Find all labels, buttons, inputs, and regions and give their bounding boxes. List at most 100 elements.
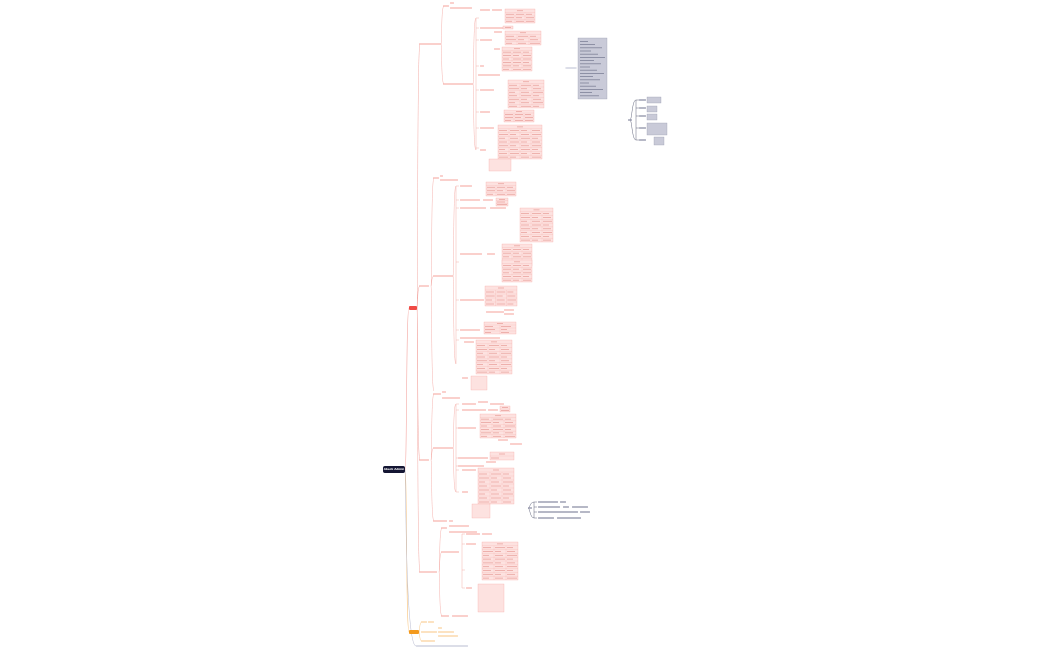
- table-cell-text: [532, 149, 538, 150]
- table-cell-text: [510, 149, 518, 150]
- table-cell-text: [523, 249, 529, 250]
- table-cell-text: [485, 332, 491, 333]
- table-cell-text: [503, 68, 509, 70]
- table-cell-text: [509, 98, 519, 100]
- table-cell-text: [503, 265, 511, 266]
- node-label-bar: [460, 337, 500, 339]
- table-cell-text: [513, 65, 519, 67]
- table-cell-text: [505, 429, 511, 430]
- table-cell-text: [483, 562, 493, 564]
- table-cell-text: [497, 201, 505, 203]
- table-cell-text: [533, 95, 539, 97]
- node-label-bar: [486, 461, 496, 463]
- table-cell-text: [477, 367, 485, 369]
- node-label-bar: [460, 329, 480, 331]
- table-cell-text: [491, 493, 499, 495]
- node-label-bar: [443, 5, 449, 7]
- table-cell-text: [501, 329, 507, 330]
- table-cell-text: [477, 356, 485, 358]
- node-label-bar: [433, 177, 439, 179]
- node-label-bar: [487, 253, 495, 255]
- table-cell-text: [533, 88, 541, 90]
- level1-label-4: [419, 571, 437, 573]
- table-cell-text: [513, 62, 521, 63]
- node-label-bar: [460, 253, 482, 255]
- connector-32: [430, 459, 435, 522]
- table-cell-text: [510, 145, 516, 147]
- table-cell-text: [501, 364, 511, 365]
- table-cell-text: [532, 235, 541, 237]
- table-cell-text: [521, 232, 527, 233]
- table-cell-text: [495, 570, 505, 571]
- node-label-bar: [480, 27, 504, 29]
- connector-3: [416, 307, 421, 573]
- table-cell-text: [533, 105, 539, 107]
- table-cell-text: [523, 272, 531, 274]
- table-cell-text: [501, 356, 507, 358]
- table-cell-text: [496, 291, 506, 293]
- table-cell-text: [479, 501, 489, 503]
- table-cell-text: [507, 577, 517, 579]
- table-cell-text: [532, 156, 541, 158]
- table-cell-text: [505, 432, 513, 434]
- info-box-text: [580, 53, 598, 55]
- table-cell-text: [501, 367, 507, 369]
- node-label-bar: [421, 631, 437, 633]
- table-cell-text: [493, 425, 501, 427]
- table-cell-text: [507, 573, 515, 575]
- main-branch-node-1[interactable]: [409, 306, 417, 310]
- node-label-bar: [480, 89, 494, 91]
- table-cell-text: [507, 570, 513, 571]
- table-cell-text: [503, 272, 509, 274]
- table-cell-text: [503, 279, 511, 281]
- connector-17: [430, 177, 435, 287]
- main-branch-node-2[interactable]: [409, 630, 419, 634]
- table-header-text: [495, 415, 501, 417]
- root-node[interactable]: Abeck Admin: [383, 466, 405, 473]
- table-cell-text: [477, 364, 483, 365]
- node-label-bar: [494, 48, 500, 50]
- table-cell-text: [489, 349, 495, 350]
- info-box-text: [580, 50, 591, 52]
- table-cell-text: [487, 193, 493, 195]
- table-cell-text: [532, 141, 540, 143]
- table-cell-text: [477, 360, 487, 362]
- table-cell-text: [503, 497, 509, 499]
- table-cell-text: [543, 228, 551, 230]
- footer-note-bar: [416, 645, 468, 647]
- table-cell-text: [507, 566, 517, 568]
- table-header-text: [493, 469, 499, 471]
- table-cell-text: [523, 256, 531, 258]
- node-label-bar: [462, 409, 486, 411]
- table-header-text: [497, 543, 503, 545]
- table-cell-text: [513, 252, 519, 254]
- node-label-bar: [462, 377, 468, 379]
- table-cell-text: [479, 489, 489, 491]
- navy-info-box-3: [646, 113, 658, 121]
- node-label-bar: [639, 107, 646, 109]
- table-cell-text: [483, 566, 489, 568]
- table-cell-text: [491, 473, 501, 475]
- table-cell-text: [523, 51, 529, 53]
- navy-info-box-2: [646, 105, 658, 113]
- table-cell-text: [516, 13, 524, 15]
- table-cell-text: [503, 252, 511, 254]
- node-label-bar: [528, 507, 532, 509]
- table-cell-text: [507, 190, 515, 192]
- table-cell-text: [486, 291, 494, 293]
- node-label-bar: [510, 443, 522, 445]
- table-cell-text: [489, 360, 495, 362]
- root-to-note: [404, 469, 417, 647]
- table-cell-text: [489, 364, 497, 365]
- table-cell-text: [491, 501, 497, 503]
- table-cell-text: [491, 497, 501, 499]
- table-cell-text: [506, 35, 514, 37]
- table-cell-text: [499, 130, 507, 132]
- node-label-bar: [421, 621, 427, 623]
- table-cell-text: [521, 213, 529, 215]
- table-cell-text: [530, 39, 538, 41]
- node-label-bar: [421, 640, 435, 642]
- table-cell-text: [513, 249, 521, 250]
- connector-1: [416, 285, 421, 309]
